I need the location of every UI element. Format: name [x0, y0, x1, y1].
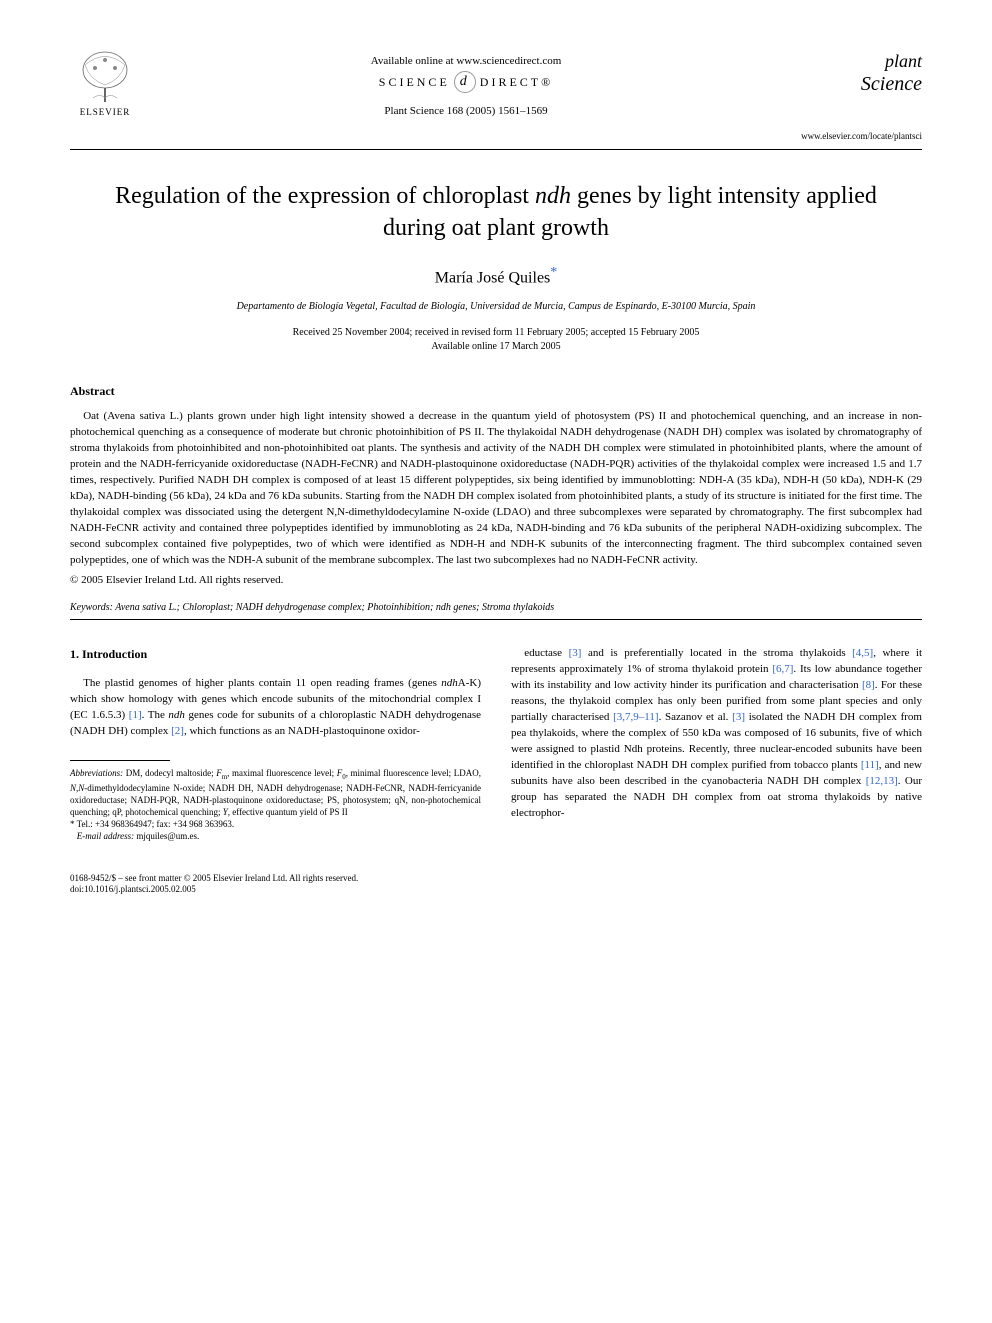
left-column: 1. Introduction The plastid genomes of h…	[70, 646, 481, 842]
sd-globe-icon: d	[454, 71, 476, 93]
dates-line1: Received 25 November 2004; received in r…	[293, 327, 700, 338]
title-pre: Regulation of the expression of chloropl…	[115, 183, 535, 209]
ref-12-13[interactable]: [12,13]	[866, 775, 898, 787]
intro-col1-text: The plastid genomes of higher plants con…	[70, 676, 481, 740]
elsevier-label: ELSEVIER	[80, 107, 131, 117]
title-italic: ndh	[535, 183, 571, 209]
author-corresponding-mark: *	[550, 265, 557, 280]
email-footnote: E-mail address: mjquiles@um.es.	[70, 830, 481, 842]
footer-line1: 0168-9452/$ – see front matter © 2005 El…	[70, 873, 922, 885]
ref-3-7-9-11[interactable]: [3,7,9–11]	[613, 711, 658, 723]
intro-col2-text: eductase [3] and is preferentially locat…	[511, 646, 922, 821]
elsevier-tree-icon	[75, 50, 135, 105]
ref-4-5[interactable]: [4,5]	[852, 647, 873, 659]
plant-science-logo: Plant Science	[792, 50, 922, 96]
body-columns: 1. Introduction The plastid genomes of h…	[70, 646, 922, 842]
abstract-heading: Abstract	[70, 384, 922, 399]
journal-logo-block: Plant Science www.elsevier.com/locate/pl…	[792, 50, 922, 141]
abstract-body: Oat (Avena sativa L.) plants grown under…	[70, 409, 922, 568]
logo-science: Science	[861, 73, 922, 95]
header-center: Available online at www.sciencedirect.co…	[140, 50, 792, 117]
abbrev-text: DM, dodecyl maltoside; Fm, maximal fluor…	[70, 768, 481, 818]
page-footer: 0168-9452/$ – see front matter © 2005 El…	[70, 873, 922, 896]
affiliation: Departamento de Biología Vegetal, Facult…	[70, 301, 922, 312]
abbrev-label: Abbreviations:	[70, 768, 123, 778]
locate-url: www.elsevier.com/locate/plantsci	[792, 131, 922, 141]
intro-heading: 1. Introduction	[70, 646, 481, 663]
keywords-text: Avena sativa L.; Chloroplast; NADH dehyd…	[113, 602, 554, 613]
logo-plant: Plant	[885, 51, 922, 71]
article-title: Regulation of the expression of chloropl…	[110, 180, 882, 245]
article-dates: Received 25 November 2004; received in r…	[70, 326, 922, 354]
available-online-text: Available online at www.sciencedirect.co…	[140, 55, 792, 67]
author-line: María José Quiles*	[70, 265, 922, 287]
footer-line2: doi:10.1016/j.plantsci.2005.02.005	[70, 884, 922, 896]
right-column: eductase [3] and is preferentially locat…	[511, 646, 922, 842]
header-divider	[70, 149, 922, 150]
elsevier-logo: ELSEVIER	[70, 50, 140, 130]
ref-1[interactable]: [1]	[129, 709, 142, 721]
email-value: mjquiles@um.es.	[134, 831, 199, 841]
ref-6-7[interactable]: [6,7]	[772, 663, 793, 675]
dates-line2: Available online 17 March 2005	[431, 341, 560, 352]
sd-right: DIRECT®	[480, 75, 553, 90]
page-container: ELSEVIER Available online at www.science…	[0, 0, 992, 936]
email-label: E-mail address:	[77, 831, 134, 841]
keywords-label: Keywords:	[70, 602, 113, 613]
footnote-rule	[70, 760, 170, 761]
ref-3a[interactable]: [3]	[569, 647, 582, 659]
abbreviations-footnote: Abbreviations: DM, dodecyl maltoside; Fm…	[70, 767, 481, 819]
keywords-divider	[70, 619, 922, 620]
abstract-copyright: © 2005 Elsevier Ireland Ltd. All rights …	[70, 574, 922, 586]
ref-2[interactable]: [2]	[171, 725, 184, 737]
sd-left: SCIENCE	[379, 75, 450, 90]
journal-reference: Plant Science 168 (2005) 1561–1569	[140, 105, 792, 117]
author-name: María José Quiles	[435, 269, 551, 286]
header-row: ELSEVIER Available online at www.science…	[70, 50, 922, 141]
ref-11[interactable]: [11]	[861, 759, 879, 771]
science-direct-logo: SCIENCE d DIRECT®	[140, 71, 792, 93]
ref-8[interactable]: [8]	[862, 679, 875, 691]
corresponding-footnote: * Tel.: +34 968364947; fax: +34 968 3639…	[70, 818, 481, 830]
keywords-line: Keywords: Avena sativa L.; Chloroplast; …	[70, 602, 922, 613]
ref-3b[interactable]: [3]	[732, 711, 745, 723]
